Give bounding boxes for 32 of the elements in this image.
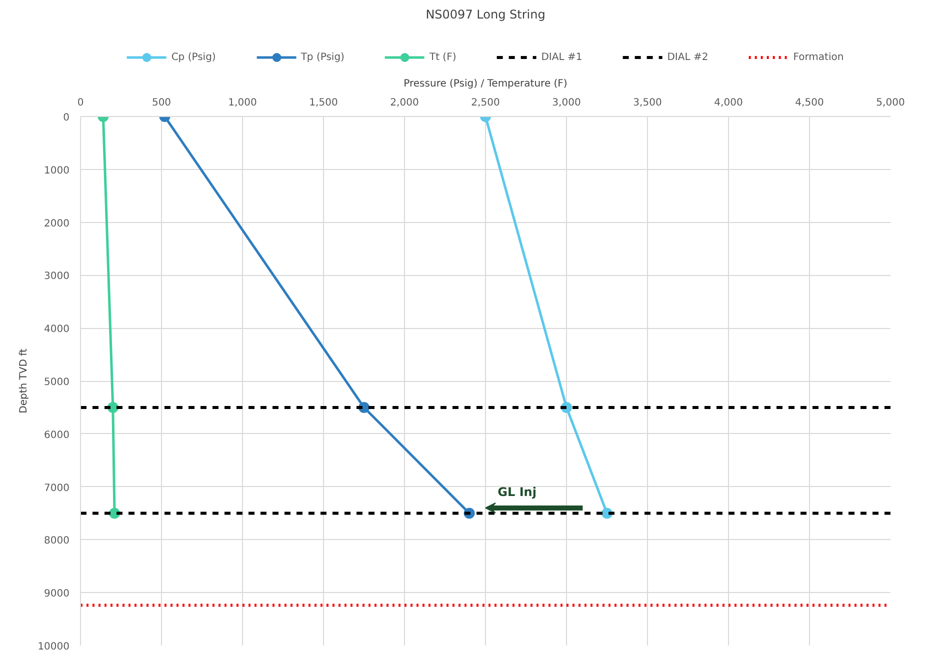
- x-axis-title: Pressure (Psig) / Temperature (F): [404, 78, 568, 90]
- x-tick-label: 5,000: [876, 98, 905, 108]
- legend-label: Tp (Psig): [300, 52, 344, 62]
- legend-label: Formation: [793, 52, 844, 62]
- chart-title: NS0097 Long String: [426, 8, 546, 22]
- legend-label: DIAL #2: [667, 52, 708, 62]
- y-tick-label: 6000: [44, 430, 70, 441]
- legend-label: Tt (F): [429, 52, 456, 62]
- y-axis-title: Depth TVD ft: [18, 348, 30, 414]
- y-tick-label: 1000: [44, 165, 70, 176]
- x-tick-label: 2,500: [471, 98, 500, 108]
- y-tick-label: 5000: [44, 377, 70, 388]
- x-tick-label: 4,000: [714, 98, 743, 108]
- y-tick-label: 9000: [44, 588, 70, 600]
- legend-label: Cp (Psig): [171, 52, 216, 62]
- y-tick-label: 4000: [44, 324, 70, 336]
- x-tick-label: 1,500: [309, 98, 338, 108]
- y-tick-label: 10000: [38, 642, 70, 652]
- x-tick-label: 1,000: [228, 98, 257, 108]
- y-tick-label: 0: [63, 112, 70, 124]
- x-tick-label: 4,500: [795, 98, 824, 108]
- x-tick-label: 500: [152, 98, 172, 108]
- x-tick-label: 3,500: [633, 98, 662, 108]
- y-tick-label: 3000: [44, 271, 70, 282]
- x-tick-label: 3,000: [552, 98, 581, 108]
- x-tick-label: 0: [77, 98, 84, 108]
- annotation: GL Inj: [498, 484, 536, 499]
- y-tick-label: 7000: [44, 482, 70, 494]
- y-tick-label: 8000: [44, 536, 70, 547]
- x-tick-label: 2,000: [390, 98, 419, 108]
- legend-label: DIAL #1: [541, 52, 582, 62]
- y-tick-label: 2000: [44, 218, 70, 230]
